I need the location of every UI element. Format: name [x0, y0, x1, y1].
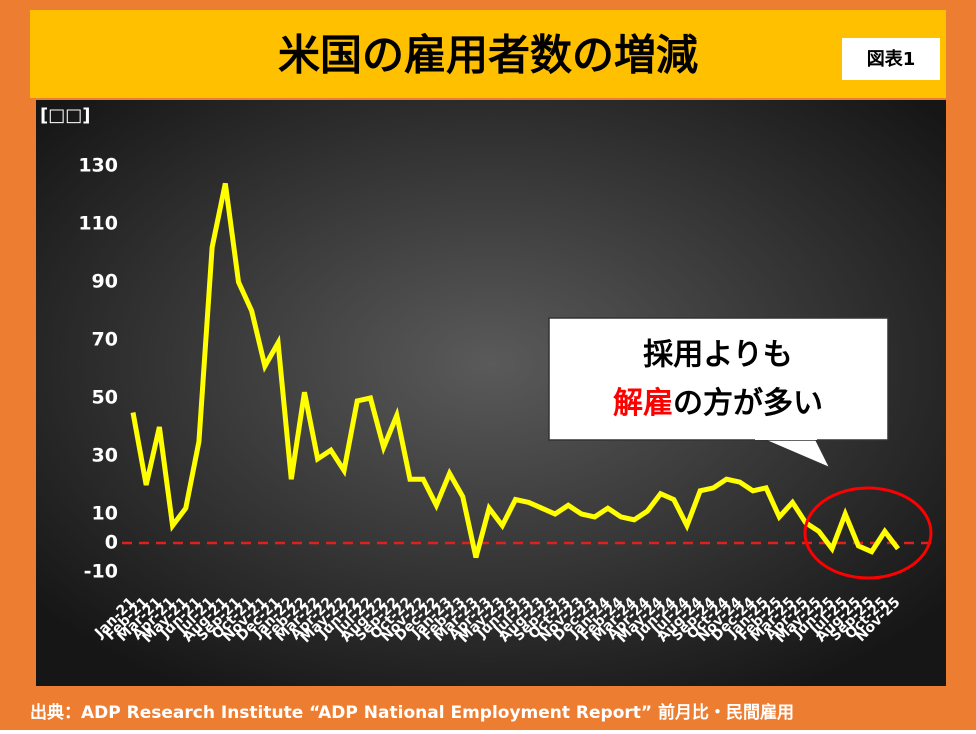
- y-tick-label: 0: [105, 532, 118, 554]
- title: 米国の雇用者数の増減: [278, 31, 698, 80]
- callout-highlight: 解雇: [613, 386, 673, 421]
- callout: 採用よりも 解雇の方が多い: [548, 317, 889, 470]
- figure-label-box: [842, 38, 940, 80]
- plot: 13011090705030100-10Jan-21Feb-21Mar-21Ap…: [78, 155, 936, 646]
- callout-rest: の方が多い: [673, 386, 823, 421]
- y-tick-label: -10: [84, 561, 118, 583]
- y-tick-label: 10: [92, 503, 118, 525]
- title-bar: [30, 10, 946, 98]
- source: 出典：ADP Research Institute “ADP National …: [30, 702, 794, 723]
- y-tick-label: 50: [92, 387, 118, 409]
- y-tick-label: 110: [78, 213, 118, 235]
- highlight-circle: [803, 486, 933, 580]
- y-tick-label: 90: [92, 271, 118, 293]
- callout-line1: 採用よりも: [643, 338, 792, 373]
- figure-label: 図表1: [867, 48, 916, 70]
- callout-box: [548, 317, 889, 441]
- y-tick-label: 70: [92, 329, 118, 351]
- callout-line2: 解雇の方が多い: [613, 386, 823, 421]
- callout-joint: [755, 436, 817, 440]
- y-tick-label: 130: [78, 155, 118, 177]
- y-axis-label: [□□]: [40, 105, 90, 126]
- y-tick-label: 30: [92, 445, 118, 467]
- data-line: [130, 182, 900, 559]
